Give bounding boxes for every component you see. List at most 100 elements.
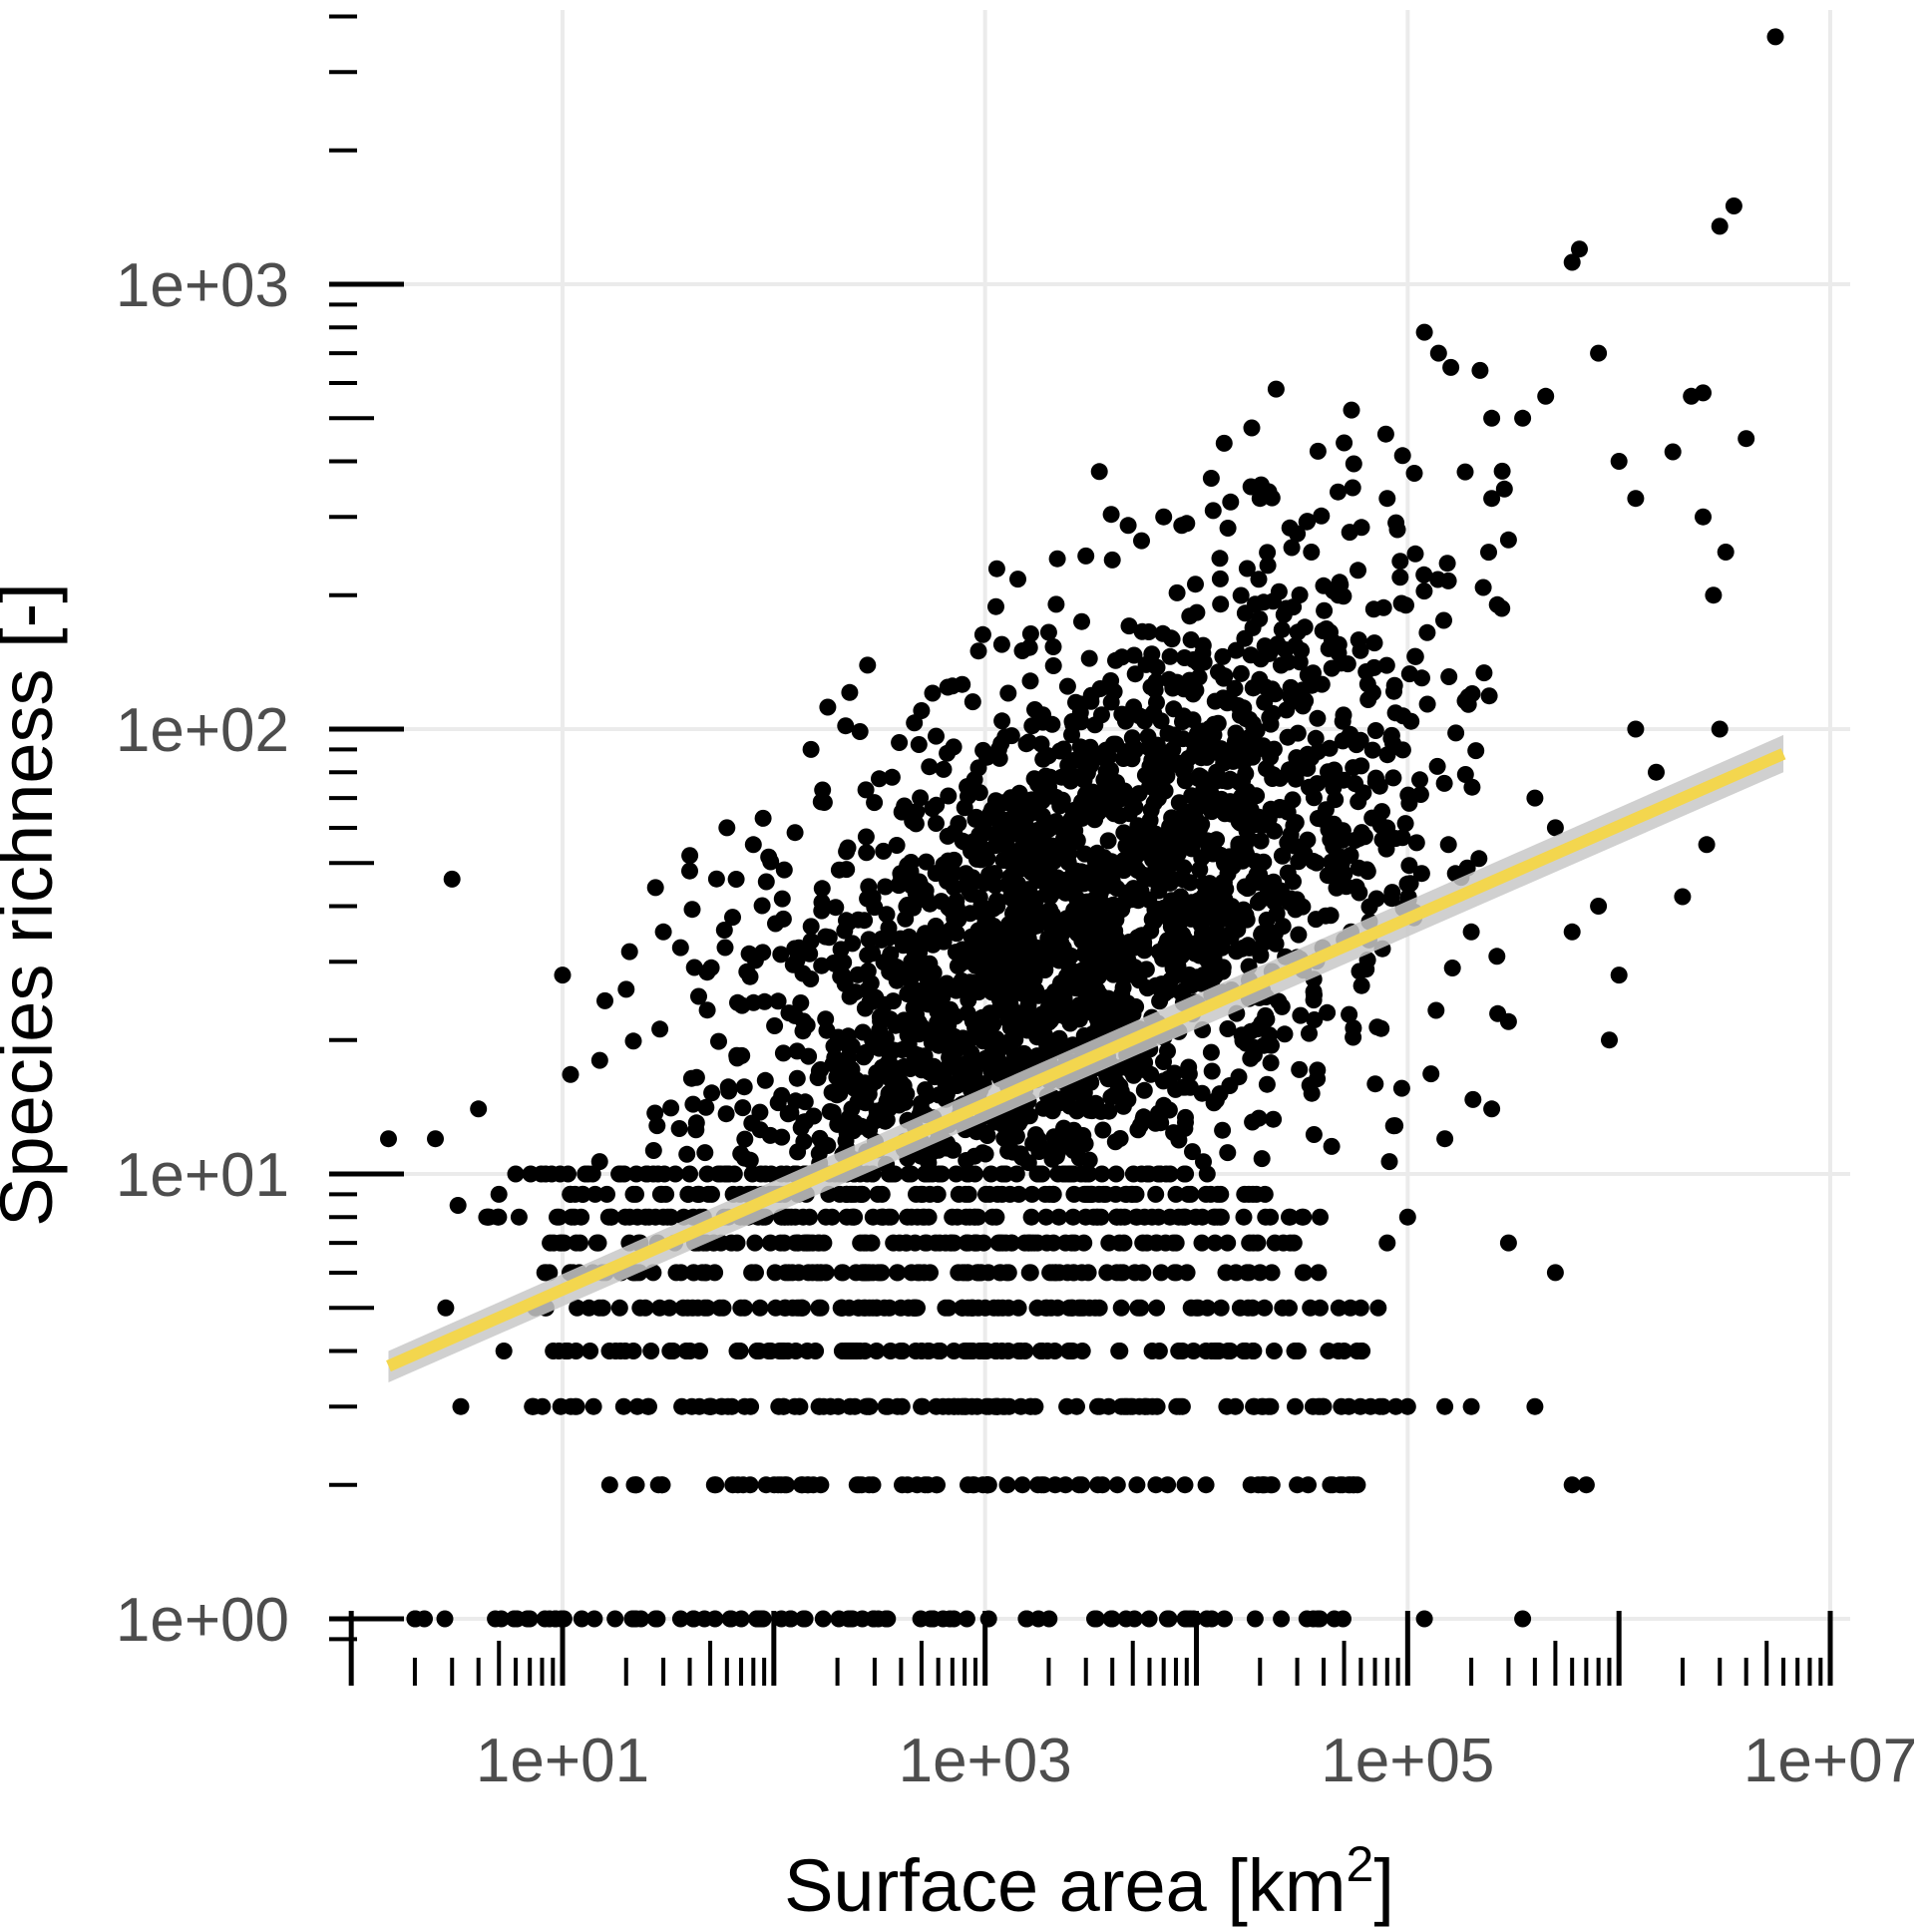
data-point (685, 959, 703, 976)
data-point (769, 992, 787, 1010)
data-point (950, 1397, 967, 1415)
data-point (1050, 1208, 1068, 1226)
data-point (911, 1264, 929, 1282)
data-point (802, 918, 820, 936)
data-point (380, 1130, 397, 1148)
data-point (1262, 800, 1280, 818)
data-point (821, 1103, 839, 1120)
data-point (556, 1234, 573, 1252)
data-point (949, 1208, 966, 1226)
data-point (1185, 1610, 1203, 1628)
data-point (1330, 483, 1347, 501)
data-point (1447, 724, 1465, 742)
data-point (1493, 462, 1511, 480)
data-point (1013, 984, 1031, 1002)
data-point (1040, 1142, 1058, 1160)
data-point (651, 1185, 669, 1203)
data-point (1055, 1119, 1072, 1137)
data-point (748, 1343, 766, 1359)
data-point (406, 1610, 424, 1628)
data-point (1219, 1144, 1237, 1162)
data-point (685, 1264, 703, 1282)
data-point (1008, 1057, 1026, 1075)
y-axis-title: Species richness [-] (0, 582, 68, 1227)
data-point (1034, 904, 1052, 922)
data-point (724, 1476, 742, 1494)
data-point (970, 889, 988, 907)
data-point (1462, 1397, 1480, 1415)
data-point (1157, 1234, 1175, 1252)
data-point (1383, 884, 1401, 902)
data-point (616, 1208, 634, 1226)
data-point (1050, 1264, 1068, 1282)
data-point (1076, 994, 1094, 1012)
data-point (790, 939, 808, 957)
data-point (1086, 811, 1104, 829)
data-point (1499, 1234, 1517, 1252)
data-point (796, 1610, 814, 1628)
data-point (1213, 790, 1230, 808)
data-point (850, 911, 867, 929)
axes: 1e+00 1e+01 1e+02 1e+03 1e+01 1e+03 1e+05 1e+07 (116, 14, 1917, 1795)
data-point (1025, 770, 1043, 788)
data-point (1392, 1079, 1410, 1097)
data-point (987, 1343, 1005, 1359)
data-point (928, 815, 945, 832)
data-point (1235, 1208, 1253, 1226)
data-point (1060, 1165, 1078, 1183)
data-point (794, 1299, 811, 1317)
data-point (1463, 778, 1481, 796)
data-point (1483, 490, 1501, 508)
data-point (1563, 253, 1581, 271)
data-point (910, 736, 928, 753)
data-point (1219, 1020, 1237, 1037)
data-point (729, 993, 746, 1011)
x-axis-title-superscript: 2 (1347, 1836, 1374, 1892)
data-point (717, 1105, 735, 1123)
data-point (966, 1147, 983, 1165)
data-point (1347, 832, 1363, 849)
data-point (1167, 1080, 1185, 1098)
data-point (762, 853, 780, 871)
data-point (1226, 679, 1244, 697)
data-point (1323, 827, 1341, 845)
data-point (1396, 815, 1414, 833)
data-point (958, 978, 975, 996)
data-point (1219, 520, 1237, 537)
data-point (1040, 943, 1058, 961)
data-point (1319, 867, 1337, 885)
data-point (864, 1476, 882, 1494)
data-point (948, 892, 966, 910)
data-point (921, 1059, 939, 1077)
data-point (751, 1299, 769, 1317)
data-point (1439, 836, 1457, 854)
data-point (966, 1234, 983, 1252)
data-point (719, 1078, 737, 1096)
data-point (627, 1476, 645, 1494)
data-point (1033, 1165, 1051, 1183)
data-point (853, 1117, 871, 1135)
data-point (931, 1234, 949, 1252)
data-point (562, 1397, 580, 1415)
data-point (1047, 788, 1065, 806)
data-point (1305, 1126, 1323, 1143)
data-point (714, 1299, 732, 1317)
data-point (1018, 1610, 1036, 1628)
data-point (1290, 926, 1308, 944)
data-point (1019, 881, 1037, 899)
data-point (1366, 722, 1384, 739)
data-point (1100, 1397, 1117, 1415)
data-point (906, 1299, 924, 1317)
data-point (1307, 729, 1325, 747)
data-point (1191, 861, 1209, 879)
data-point (1374, 598, 1392, 616)
data-point (572, 1234, 588, 1252)
data-point (1577, 1476, 1595, 1494)
data-point (1027, 799, 1045, 817)
data-point (789, 1143, 807, 1161)
data-point (1717, 544, 1735, 561)
data-point (443, 870, 461, 888)
data-point (1198, 1165, 1216, 1183)
data-point (860, 931, 878, 949)
data-point (1202, 1043, 1220, 1061)
